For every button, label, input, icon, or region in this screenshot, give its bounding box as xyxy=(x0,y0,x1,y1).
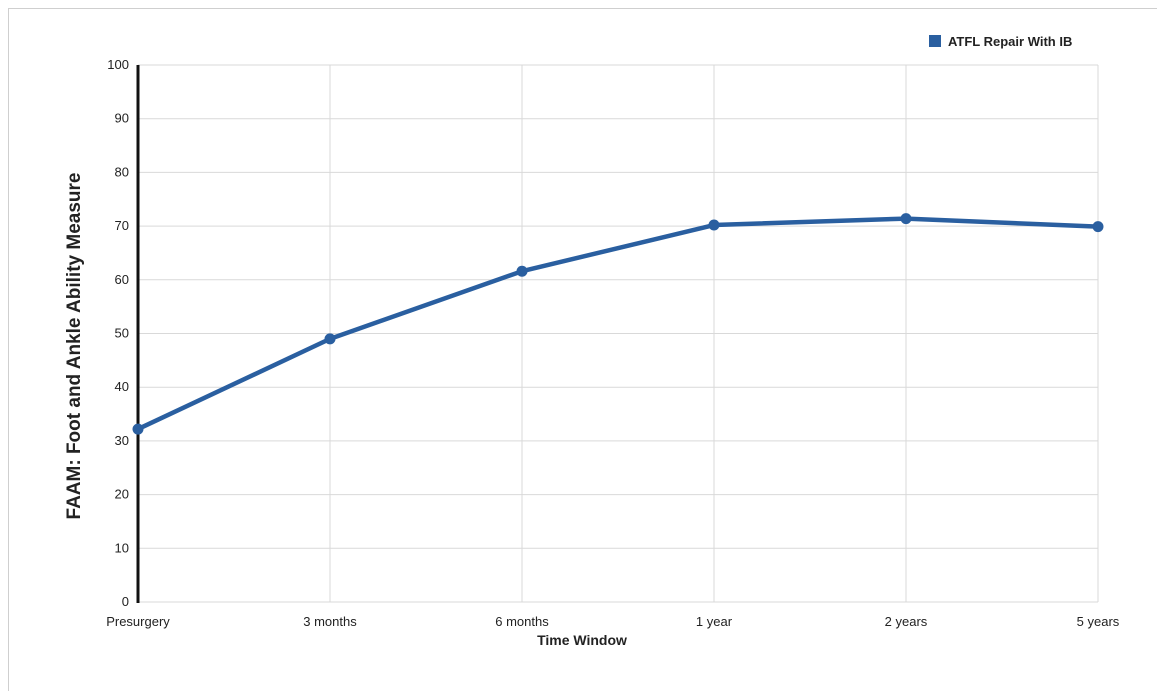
series-line xyxy=(135,216,1101,432)
x-tick-label: 1 year xyxy=(696,614,733,629)
data-point[interactable] xyxy=(324,333,336,345)
chart-frame xyxy=(8,8,1157,691)
x-tick-label: Presurgery xyxy=(106,614,170,629)
x-axis: Presurgery 3 months 6 months 1 year 2 years 5… xyxy=(106,614,1120,629)
y-axis-title: FAAM: Foot and Ankle Ability Measure xyxy=(64,173,85,520)
y-tick-label: 30 xyxy=(115,433,129,448)
y-tick-label: 90 xyxy=(115,111,129,126)
y-tick-label: 100 xyxy=(107,57,129,72)
x-axis-title: Time Window xyxy=(537,632,627,648)
y-tick-label: 70 xyxy=(115,218,129,233)
y-axis: 0 10 20 30 40 50 60 70 80 90 100 xyxy=(107,57,140,609)
y-tick-label: 20 xyxy=(115,487,129,502)
x-tick-label: 2 years xyxy=(885,614,928,629)
legend-swatch xyxy=(929,35,941,47)
data-point[interactable] xyxy=(708,219,720,231)
y-tick-label: 40 xyxy=(115,379,129,394)
x-tick-label: 5 years xyxy=(1077,614,1120,629)
y-tick-label: 10 xyxy=(115,540,129,555)
data-point[interactable] xyxy=(1092,221,1104,233)
x-tick-label: 6 months xyxy=(495,614,549,629)
legend-label: ATFL Repair With IB xyxy=(948,34,1072,49)
x-tick-label: 3 months xyxy=(303,614,357,629)
y-tick-label: 0 xyxy=(122,594,129,609)
grid-lines xyxy=(138,64,1099,603)
data-point[interactable] xyxy=(132,423,144,435)
series-layer xyxy=(132,213,1104,435)
data-point[interactable] xyxy=(900,213,912,225)
legend[interactable]: ATFL Repair With IB xyxy=(929,34,1072,49)
data-point[interactable] xyxy=(516,265,528,277)
y-tick-label: 60 xyxy=(115,272,129,287)
y-tick-label: 50 xyxy=(115,326,129,341)
y-tick-label: 80 xyxy=(115,164,129,179)
